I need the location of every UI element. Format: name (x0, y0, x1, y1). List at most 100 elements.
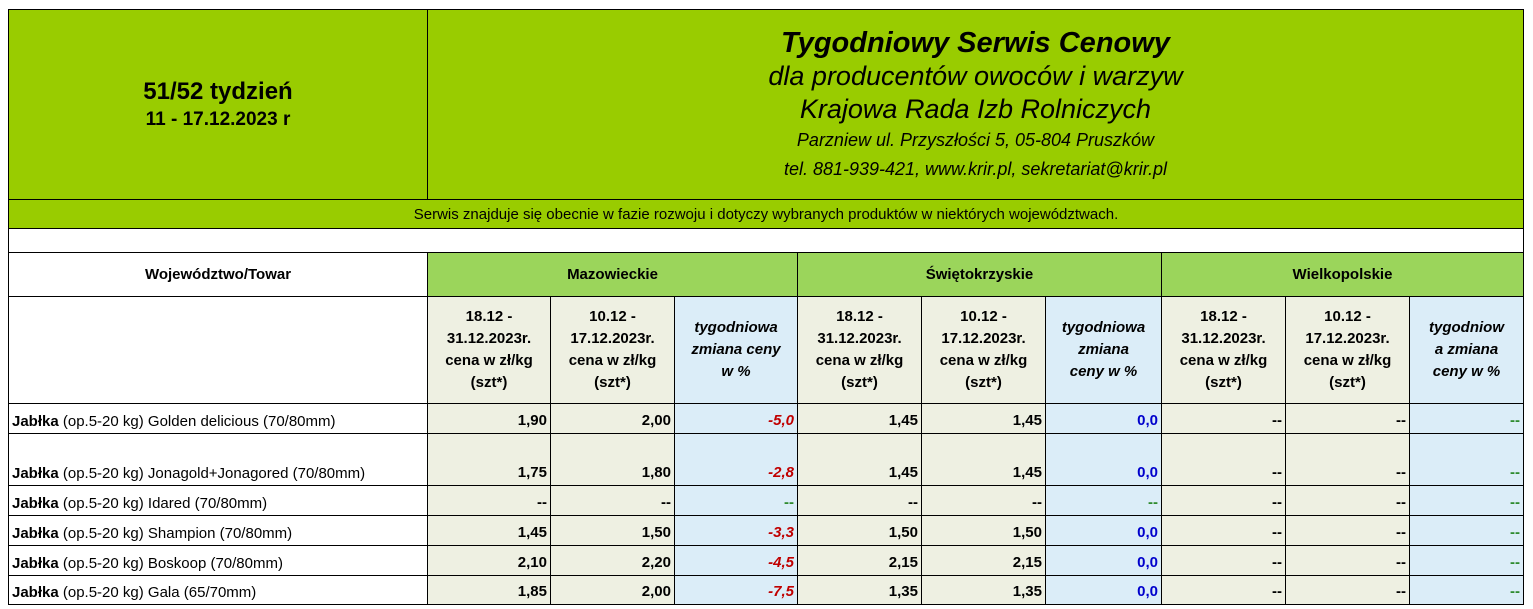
header-line: 31.12.2023r. (1181, 330, 1266, 347)
price-cell: 1,50 (797, 515, 922, 546)
price-cell: -- (1161, 575, 1286, 605)
header-line: ceny w % (1069, 363, 1138, 380)
price-cell: 1,45 (797, 433, 922, 486)
header-line: (szt*) (1329, 374, 1366, 391)
price-cell: -- (1285, 433, 1410, 486)
weekly-change-cell: 0,0 (1045, 433, 1162, 486)
weekly-change-cell: -7,5 (674, 575, 798, 605)
price-cell: -- (797, 485, 922, 516)
table-row: Jabłka (op.5-20 kg) Idared (70/80mm) -- --… (8, 485, 1524, 516)
price-cell: 2,10 (427, 545, 551, 576)
header-line: cena w zł/kg (815, 352, 904, 369)
organization-contact: tel. 881-939-421, www.krir.pl, sekretari… (783, 158, 1168, 179)
header-line: cena w zł/kg (939, 352, 1028, 369)
page-subtitle: dla producentów owoców i warzyw (768, 60, 1183, 91)
weekly-change-cell: -- (1409, 485, 1524, 516)
region-wielkopolskie: Wielkopolskie (1161, 252, 1524, 297)
price-sheet: 51/52 tydzień 11 - 17.12.2023 r Tygodnio… (8, 9, 1524, 605)
price-cell: 1,45 (921, 403, 1046, 434)
product-type: Jabłka (12, 495, 59, 512)
price-cell: 1,45 (921, 433, 1046, 486)
weekly-change-cell: -- (1409, 545, 1524, 576)
row-header: Województwo/Towar (8, 252, 428, 297)
week-cell: 51/52 tydzień 11 - 17.12.2023 r (8, 9, 428, 200)
header-line: cena w zł/kg (445, 352, 533, 369)
weekly-change-cell: -4,5 (674, 545, 798, 576)
price-cell: -- (1285, 575, 1410, 605)
header-line: 31.12.2023r. (446, 330, 532, 347)
product-type: Jabłka (12, 413, 59, 430)
header-line: 18.12 - (836, 308, 883, 325)
product-description: (op.5-20 kg) Boskoop (70/80mm) (58, 555, 283, 572)
price-cell: -- (1161, 545, 1286, 576)
weekly-change-header: tygodniowa zmiana ceny w % (1045, 296, 1162, 404)
price-cell: -- (1161, 515, 1286, 546)
price-period-header: 18.12 - 31.12.2023r. cena w zł/kg (szt*) (797, 296, 922, 404)
header-line: (szt*) (594, 374, 631, 391)
week-label: 51/52 tydzień (143, 77, 293, 105)
product-type: Jabłka (12, 525, 59, 542)
header-line: 17.12.2023r. (570, 330, 655, 347)
product-name: Jabłka (op.5-20 kg) Gala (65/70mm) (8, 575, 428, 605)
price-cell: 1,50 (550, 515, 675, 546)
week-dates: 11 - 17.12.2023 r (145, 108, 291, 130)
price-cell: -- (1285, 485, 1410, 516)
header-line: cena w zł/kg (568, 352, 657, 369)
header-line: ceny w % (1432, 363, 1501, 380)
weekly-change-cell: -2,8 (674, 433, 798, 486)
empty-header-cell (8, 296, 428, 404)
weekly-change-header: tygodniow a zmiana ceny w % (1409, 296, 1524, 404)
header-line: zmiana (1078, 341, 1129, 358)
price-cell: -- (550, 485, 675, 516)
title-cell: Tygodniowy Serwis Cenowy dla producentów… (427, 9, 1524, 200)
product-description: (op.5-20 kg) Jonagold+Jonagored (70/80mm… (58, 465, 366, 482)
price-cell: 1,50 (921, 515, 1046, 546)
weekly-change-cell: 0,0 (1045, 403, 1162, 434)
price-cell: 1,85 (427, 575, 551, 605)
table-row: Jabłka (op.5-20 kg) Shampion (70/80mm) 1,… (8, 515, 1524, 546)
weekly-change-cell: -- (1045, 485, 1162, 516)
price-cell: 1,35 (921, 575, 1046, 605)
header-line: 10.12 - (960, 308, 1007, 325)
price-table: 51/52 tydzień 11 - 17.12.2023 r Tygodnio… (8, 9, 1524, 605)
price-cell: -- (1285, 515, 1410, 546)
price-cell: 2,00 (550, 403, 675, 434)
table-row: Jabłka (op.5-20 kg) Boskoop (70/80mm) 2,1… (8, 545, 1524, 576)
header-line: cena w zł/kg (1179, 352, 1268, 369)
organization-address: Parzniew ul. Przyszłości 5, 05-804 Prusz… (796, 129, 1155, 150)
region-swietokrzyskie: Świętokrzyskie (797, 252, 1162, 297)
page-title: Tygodniowy Serwis Cenowy (781, 26, 1170, 59)
price-cell: -- (1285, 403, 1410, 434)
weekly-change-header: tygodniowa zmiana ceny w % (674, 296, 798, 404)
product-name: Jabłka (op.5-20 kg) Idared (70/80mm) (8, 485, 428, 516)
price-cell: 2,00 (550, 575, 675, 605)
weekly-change-cell: -5,0 (674, 403, 798, 434)
notice-text: Serwis znajduje się obecnie w fazie rozw… (8, 199, 1524, 229)
weekly-change-cell: -- (1409, 515, 1524, 546)
region-mazowieckie: Mazowieckie (427, 252, 798, 297)
price-cell: -- (1161, 403, 1286, 434)
header-line: zmiana ceny (691, 341, 781, 358)
price-period-header: 18.12 - 31.12.2023r. cena w zł/kg (szt*) (427, 296, 551, 404)
price-cell: 1,80 (550, 433, 675, 486)
price-period-header: 10.12 - 17.12.2023r. cena w zł/kg (szt*) (1285, 296, 1410, 404)
header-line: 31.12.2023r. (817, 330, 902, 347)
price-cell: 2,15 (797, 545, 922, 576)
weekly-change-cell: -- (674, 485, 798, 516)
header-line: tygodniow (1429, 319, 1504, 336)
header-line: cena w zł/kg (1303, 352, 1392, 369)
product-description: (op.5-20 kg) Shampion (70/80mm) (58, 525, 293, 542)
header-line: (szt*) (841, 374, 878, 391)
organization-name: Krajowa Rada Izb Rolniczych (799, 93, 1152, 124)
price-cell: 1,90 (427, 403, 551, 434)
table-row: Jabłka (op.5-20 kg) Jonagold+Jonagored (… (8, 433, 1524, 486)
weekly-change-cell: -- (1409, 575, 1524, 605)
product-name: Jabłka (op.5-20 kg) Golden delicious (70… (8, 403, 428, 434)
header-line: w % (721, 363, 751, 380)
product-description: (op.5-20 kg) Idared (70/80mm) (58, 495, 268, 512)
price-cell: 1,45 (797, 403, 922, 434)
header-line: (szt*) (965, 374, 1002, 391)
table-row: Jabłka (op.5-20 kg) Gala (65/70mm) 1,85 2,… (8, 575, 1524, 605)
header-line: 18.12 - (465, 308, 513, 325)
weekly-change-cell: -3,3 (674, 515, 798, 546)
